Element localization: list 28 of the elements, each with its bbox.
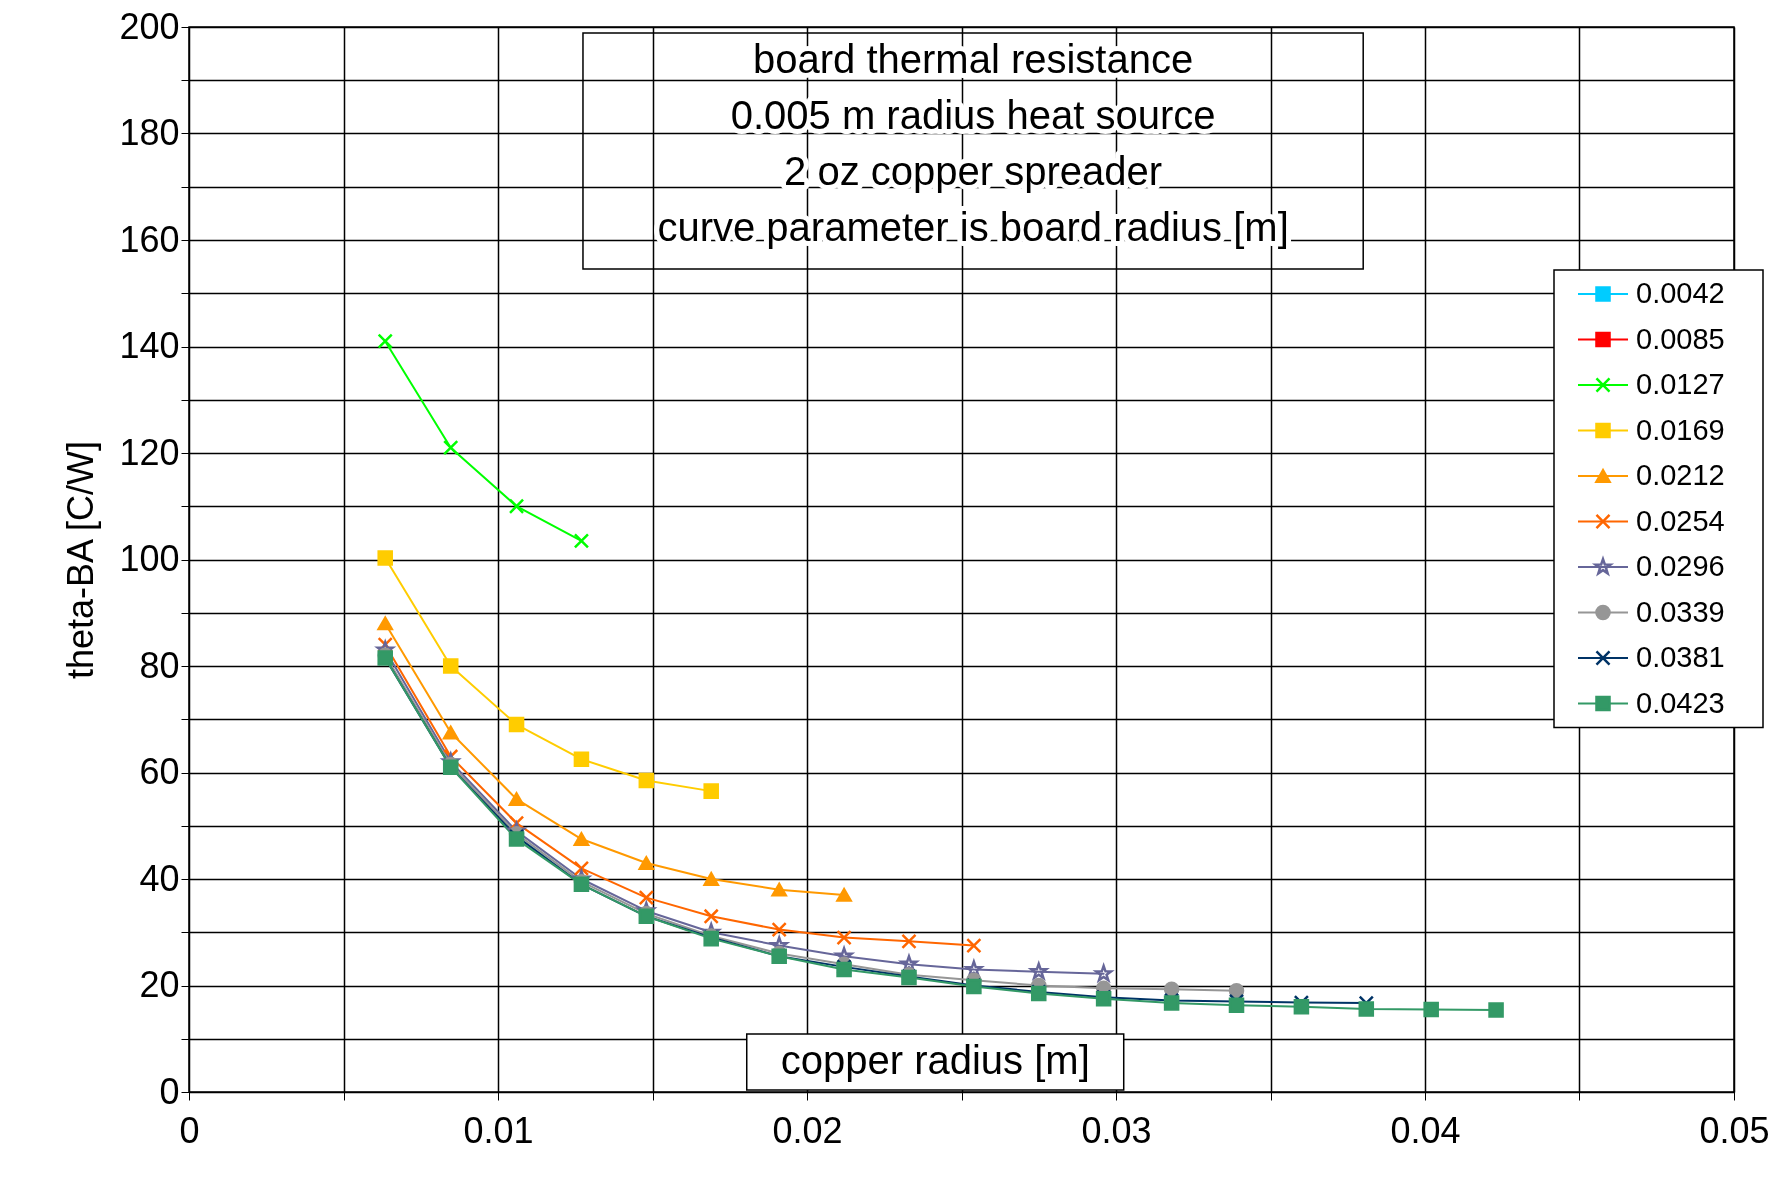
legend-label: 0.0254 [1636,504,1725,537]
x-tick-label: 0.05 [1699,1109,1770,1151]
x-axis-title: copper radius [m] [780,1038,1090,1082]
y-tick-label: 0 [159,1070,180,1112]
y-tick-label: 100 [119,538,180,579]
y-tick-label: 80 [139,644,180,686]
y-axis-title: theta-BA [C/W] [60,440,102,680]
legend-label: 0.0127 [1636,368,1725,400]
legend-label: 0.0339 [1636,595,1725,628]
legend-label: 0.0423 [1636,686,1725,719]
y-tick-label: 180 [119,112,180,153]
legend-label: 0.0042 [1636,277,1725,309]
legend-label: 0.0212 [1636,459,1725,491]
legend-label: 0.0169 [1636,413,1725,446]
y-tick-label: 200 [119,5,180,47]
y-tick-label: 140 [119,325,180,366]
x-tick-label: 0.04 [1390,1109,1461,1151]
x-tick-label: 0.02 [772,1109,843,1151]
legend-label: 0.0296 [1636,550,1725,582]
legend-label: 0.0085 [1636,322,1725,355]
y-tick-label: 60 [139,751,180,792]
y-tick-label: 40 [139,857,180,899]
y-tick-label: 20 [139,964,180,1005]
legend-label: 0.0381 [1636,641,1725,673]
x-tick-label: 0.01 [463,1109,534,1151]
y-tick-label: 160 [119,218,180,260]
x-tick-label: 0.03 [1081,1109,1152,1151]
y-tick-label: 120 [119,431,180,473]
